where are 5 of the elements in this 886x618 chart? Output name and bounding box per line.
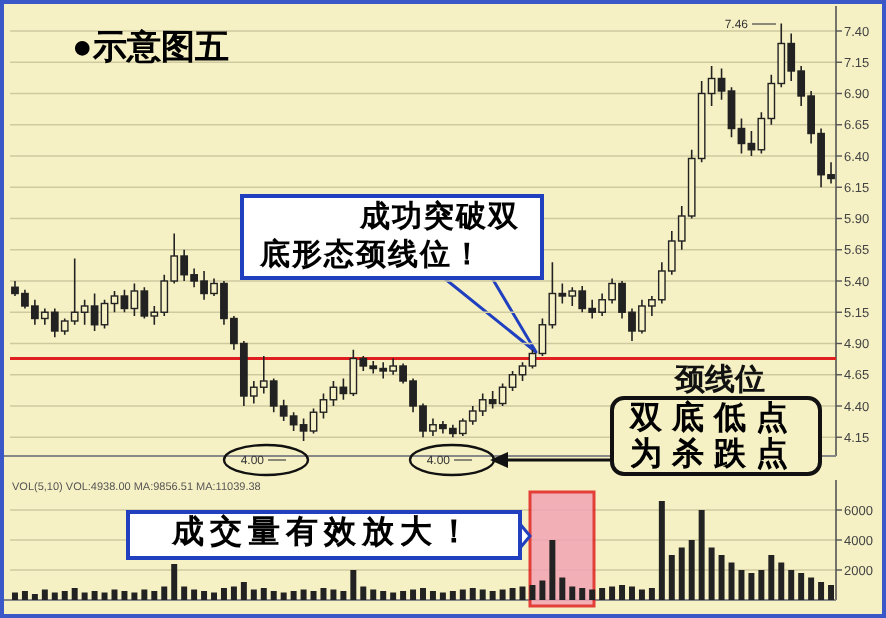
annotation: 成交量有效放大！ bbox=[126, 510, 522, 560]
annotation: 成功突破双底形态颈线位！ bbox=[240, 194, 544, 280]
ref-line-label: 颈线位 bbox=[673, 362, 765, 397]
text: ●示意图五 bbox=[72, 26, 229, 70]
annotation: 双底低点为杀跌点 bbox=[610, 396, 822, 476]
